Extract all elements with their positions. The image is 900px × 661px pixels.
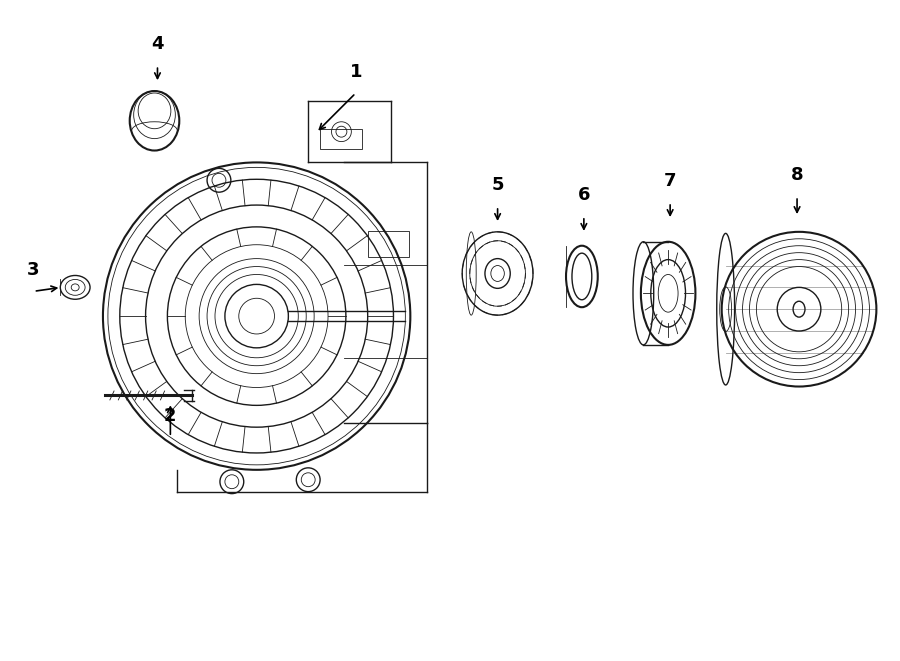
Text: 1: 1 (349, 63, 362, 81)
Text: 4: 4 (151, 35, 164, 54)
Text: 6: 6 (578, 186, 590, 204)
Text: 5: 5 (491, 176, 504, 194)
Text: 7: 7 (664, 172, 677, 190)
Text: 2: 2 (164, 407, 176, 425)
Text: 3: 3 (27, 262, 40, 280)
Text: 8: 8 (791, 166, 804, 184)
